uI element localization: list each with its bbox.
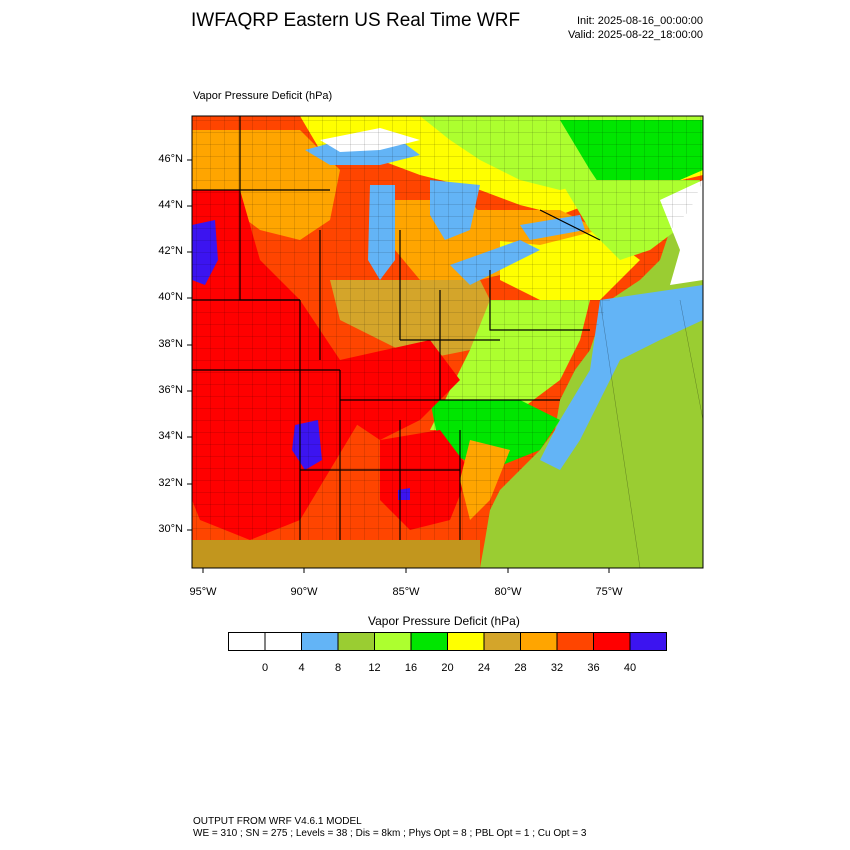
state-lines: [192, 116, 601, 540]
model-footer: OUTPUT FROM WRF V4.6.1 MODEL WE = 310 ; …: [193, 816, 586, 840]
lat-label: 30°N: [158, 523, 183, 535]
colorbar-tick-label: 28: [514, 662, 527, 674]
chart-title: IWFAQRP Eastern US Real Time WRF: [191, 10, 521, 31]
map-frame: [191, 115, 704, 569]
county-lines: [192, 116, 703, 540]
colorbar-tick-label: 24: [477, 662, 491, 674]
colorbar-title: Vapor Pressure Deficit (hPa): [368, 614, 520, 628]
colorbar: [228, 632, 667, 651]
colorbar-swatch: [520, 632, 558, 651]
colorbar-swatch: [374, 632, 412, 651]
valid-time: Valid: 2025-08-22_18:00:00: [568, 29, 703, 41]
atlantic-nearshore: [540, 285, 703, 470]
colorbar-swatch: [301, 632, 339, 651]
lat-label: 44°N: [158, 199, 183, 211]
colorbar-swatch: [556, 632, 594, 651]
lat-label: 32°N: [158, 477, 183, 489]
lat-label: 40°N: [158, 291, 183, 303]
footer-line-1: OUTPUT FROM WRF V4.6.1 MODEL: [193, 816, 362, 827]
axis-ticks: [187, 159, 610, 573]
lat-label: 36°N: [158, 384, 183, 396]
colorbar-tick-label: 32: [550, 662, 564, 674]
colorbar-tick-label: 16: [404, 662, 418, 674]
footer-line-2: WE = 310 ; SN = 275 ; Levels = 38 ; Dis …: [193, 828, 587, 839]
colorbar-swatch: [228, 632, 266, 651]
colorbar-swatch: [483, 632, 521, 651]
lat-label: 34°N: [158, 430, 183, 442]
graticule: [599, 299, 703, 568]
init-time: Init: 2025-08-16_00:00:00: [577, 15, 703, 27]
init-valid-times: Init: 2025-08-16_00:00:00 Valid: 2025-08…: [560, 14, 703, 42]
map-field-label: Vapor Pressure Deficit (hPa): [193, 90, 333, 102]
colorbar-swatch: [629, 632, 667, 651]
map-field: [192, 116, 703, 568]
colorbar-swatch: [593, 632, 631, 651]
colorbar-tick-label: 40: [623, 662, 637, 674]
colorbar-tick-label: 12: [368, 662, 381, 674]
colorbar-swatch: [410, 632, 448, 651]
lon-label: 95°W: [189, 586, 217, 598]
lon-label: 75°W: [595, 586, 623, 598]
colorbar-swatch: [337, 632, 375, 651]
lon-label: 90°W: [290, 586, 318, 598]
colorbar-swatch: [447, 632, 485, 651]
lat-label: 42°N: [158, 245, 183, 257]
colorbar-tick-label: 20: [441, 662, 454, 674]
colorbar-swatch: [264, 632, 302, 651]
lon-label: 85°W: [392, 586, 420, 598]
colorbar-tick-label: 0: [261, 662, 269, 674]
colorbar-tick-label: 36: [587, 662, 600, 674]
lon-label: 80°W: [494, 586, 522, 598]
colorbar-tick-label: 4: [298, 662, 305, 674]
gulf-coast: [192, 540, 480, 568]
lat-label: 38°N: [158, 338, 183, 350]
lat-label: 46°N: [158, 153, 183, 165]
colorbar-tick-label: 8: [334, 662, 342, 674]
